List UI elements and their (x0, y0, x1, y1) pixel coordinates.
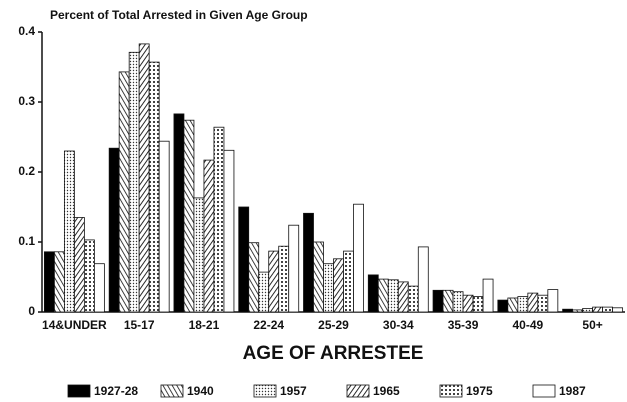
bar (472, 296, 484, 313)
bar (173, 113, 185, 313)
x-tick-label: 35-39 (448, 318, 479, 332)
bar (517, 296, 529, 313)
bar (223, 149, 235, 313)
y-tick-label: 0.4 (18, 24, 35, 38)
bar (462, 294, 474, 313)
bar (367, 274, 379, 313)
x-tick-label: 50+ (582, 318, 602, 332)
bar (343, 250, 354, 313)
bar (258, 271, 270, 313)
x-axis-label: AGE OF ARRESTEE (243, 343, 424, 364)
x-tick-label: 25-29 (318, 318, 349, 332)
bar (497, 299, 509, 313)
bar (248, 242, 260, 313)
legend-swatch (160, 384, 184, 398)
legend-swatch (253, 384, 277, 398)
bar (213, 126, 225, 313)
x-tick-label: 14&UNDER (42, 318, 107, 332)
bar (407, 285, 419, 313)
y-tick-label: 0 (28, 304, 35, 318)
bar (118, 71, 130, 313)
legend-label: 1975 (466, 384, 493, 398)
x-tick-label: 18-21 (189, 318, 220, 332)
legend-label: 1987 (559, 384, 586, 398)
legend-label: 1965 (373, 384, 400, 398)
bar (537, 294, 549, 313)
bar (148, 61, 160, 313)
bar (482, 278, 494, 313)
bar (507, 297, 519, 313)
legend-swatch (532, 384, 556, 398)
bar (128, 51, 140, 313)
bar (592, 306, 604, 313)
bar (203, 159, 215, 313)
legend-swatch (439, 384, 463, 398)
bar (268, 250, 280, 313)
bar (387, 279, 399, 313)
bar (572, 309, 584, 313)
bar (442, 289, 454, 313)
bar (43, 251, 55, 313)
bar (333, 258, 344, 313)
bar (158, 140, 170, 313)
chart-title: Percent of Total Arrested in Given Age G… (50, 8, 308, 22)
legend-label: 1927-28 (94, 384, 138, 398)
bar (527, 292, 539, 313)
bar (73, 217, 85, 313)
bar (183, 119, 195, 313)
bar (108, 147, 120, 313)
bar (353, 203, 364, 313)
x-tick-label: 30-34 (383, 318, 414, 332)
legend-label: 1957 (280, 384, 307, 398)
bar (278, 245, 290, 313)
bar (612, 307, 624, 313)
bar (193, 197, 205, 313)
bar (303, 212, 314, 313)
bar (397, 281, 409, 313)
bar (432, 289, 444, 313)
bar (93, 263, 105, 313)
bar (377, 278, 389, 313)
bar (582, 308, 594, 313)
legend-label: 1940 (187, 384, 214, 398)
bar (313, 241, 324, 313)
y-tick-label: 0.1 (18, 234, 35, 248)
bar (602, 306, 614, 313)
bar (562, 308, 574, 313)
bar (83, 239, 95, 313)
bar (138, 43, 150, 313)
bar (53, 251, 65, 313)
legend-swatch (346, 384, 370, 398)
bar (417, 246, 429, 313)
x-tick-label: 22-24 (253, 318, 284, 332)
bar (323, 263, 334, 313)
bar (238, 206, 250, 313)
bar (547, 289, 559, 313)
x-tick-label: 15-17 (124, 318, 155, 332)
y-tick-label: 0.3 (18, 94, 35, 108)
bar (452, 291, 464, 313)
y-tick-label: 0.2 (18, 164, 35, 178)
legend-swatch (67, 384, 91, 398)
bar (63, 150, 75, 313)
x-tick-label: 40-49 (512, 318, 543, 332)
bar (288, 224, 300, 313)
